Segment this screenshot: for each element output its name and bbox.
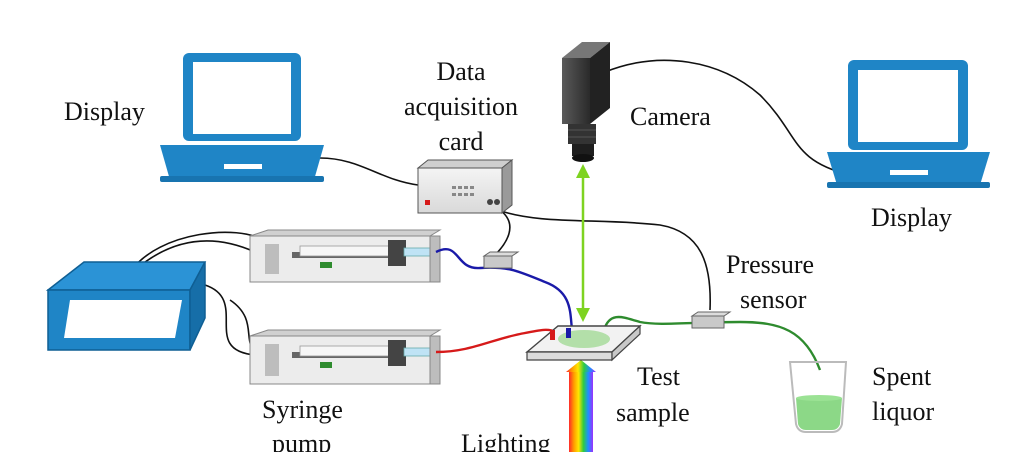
label-test-line1: Test <box>637 362 681 391</box>
camera-device <box>562 42 610 162</box>
label-test-line2: sample <box>616 398 690 427</box>
cable-daq-inlet-sensor <box>494 209 511 256</box>
cable-daq-pressure-sensor <box>497 209 711 311</box>
label-display-left: Display <box>64 97 145 126</box>
label-pressure-line2: sensor <box>740 285 807 314</box>
display-right-laptop <box>827 60 990 188</box>
pressure-sensor-device <box>690 311 732 329</box>
cable-camera-display-right <box>604 59 851 176</box>
label-syringe-line2: pump <box>272 429 331 452</box>
inlet-pressure-sensor-device <box>482 251 520 269</box>
display-left-laptop <box>160 53 324 182</box>
cables <box>129 59 851 356</box>
label-syringe-line1: Syringe <box>262 395 343 424</box>
cable-controller-pump-bottom <box>204 284 256 356</box>
spent-liquor-beaker <box>788 361 848 433</box>
label-pressure-line1: Pressure <box>726 250 814 279</box>
label-display-right: Display <box>871 203 952 232</box>
label-camera: Camera <box>630 102 711 131</box>
labels: Display Data acquisition card Camera Dis… <box>64 57 952 457</box>
lighting-beam <box>566 360 596 452</box>
pump-controller-device <box>45 261 207 351</box>
label-spent-line2: liquor <box>872 397 934 426</box>
label-spent-line1: Spent <box>872 362 932 391</box>
label-lighting: Lighting <box>461 429 551 452</box>
label-daq-line3: card <box>439 127 484 156</box>
cable-display-left-daq <box>319 157 419 186</box>
test-sample-chip <box>525 324 642 362</box>
label-daq-line2: acquisition <box>404 92 518 121</box>
tube-blue <box>435 248 574 331</box>
cable-controller-pump-top <box>134 240 256 271</box>
data-acquisition-card-device <box>416 158 514 215</box>
syringe-pump-top <box>249 229 442 283</box>
syringe-pump-bottom <box>249 329 442 385</box>
light-path-arrow <box>576 164 590 322</box>
tube-red <box>435 328 557 354</box>
label-daq-line1: Data <box>436 57 486 86</box>
